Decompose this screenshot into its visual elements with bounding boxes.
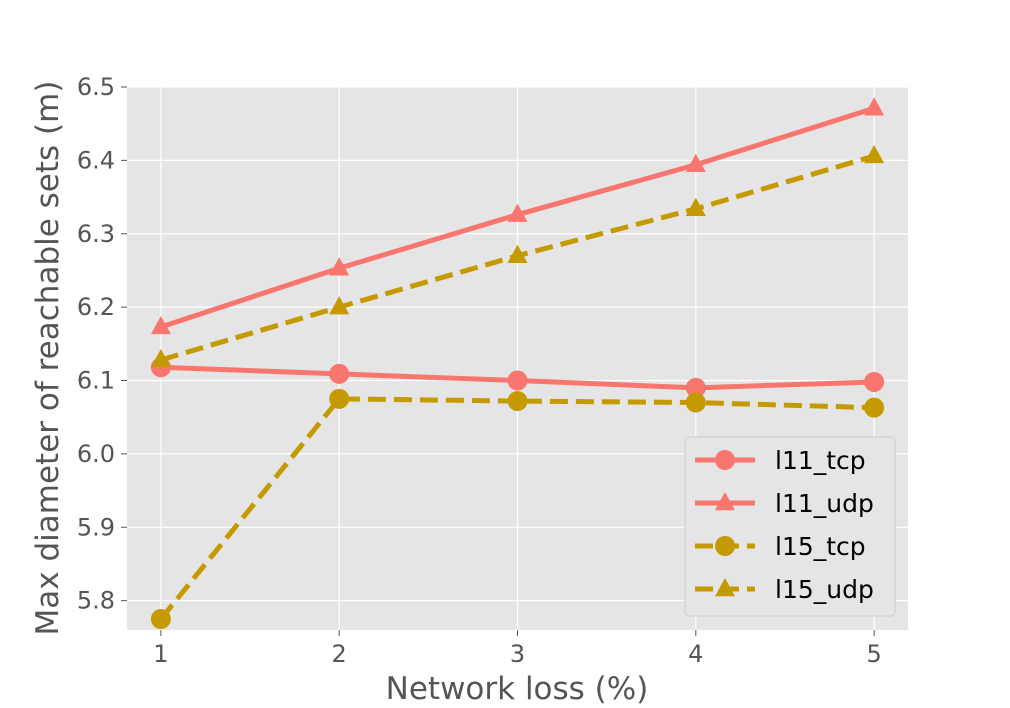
x-tick-label: 5 bbox=[866, 640, 881, 668]
data-point-l15_udp bbox=[507, 244, 528, 263]
series-line-l15_tcp bbox=[158, 396, 875, 621]
data-point-l15_tcp bbox=[150, 608, 171, 629]
data-point-l11_udp bbox=[864, 97, 885, 116]
x-tick-label: 1 bbox=[153, 640, 168, 668]
y-axis-label: Max diameter of reachable sets (m) bbox=[30, 81, 66, 636]
grid-lines bbox=[127, 86, 908, 630]
legend-label-l15_udp: l15_udp bbox=[775, 575, 874, 604]
data-point-l11_tcp bbox=[685, 377, 706, 398]
legend-label-l11_udp: l11_udp bbox=[775, 489, 874, 518]
series-layer bbox=[150, 97, 885, 629]
y-tick-label: 6.4 bbox=[77, 146, 115, 174]
series-l15_udp bbox=[150, 144, 885, 368]
data-point-l15_tcp bbox=[329, 388, 350, 409]
y-tick-label: 6.1 bbox=[77, 367, 115, 395]
y-tick-label: 5.9 bbox=[77, 513, 115, 541]
data-point-l11_tcp bbox=[329, 363, 350, 384]
x-axis-label: Network loss (%) bbox=[386, 671, 649, 707]
data-point-l15_udp bbox=[685, 197, 706, 217]
y-tick-label: 6.5 bbox=[77, 73, 115, 101]
axis-ticks: 1 2 3 4 5 5.8 5.9 6.0 6.1 6.2 6.3 6.4 6.5 bbox=[77, 73, 882, 668]
data-point-l11_tcp bbox=[864, 371, 885, 392]
y-tick-label: 6.0 bbox=[77, 440, 115, 468]
data-point-l15_udp bbox=[864, 144, 885, 164]
y-tick-label: 5.8 bbox=[77, 587, 115, 615]
legend-label-l15_tcp: l15_tcp bbox=[775, 532, 866, 561]
x-tick-label: 4 bbox=[688, 640, 703, 668]
legend-marker-l15_udp bbox=[715, 578, 735, 597]
data-point-l15_udp bbox=[150, 348, 171, 368]
series-l15_tcp bbox=[150, 388, 885, 629]
legend-marker-l11_udp bbox=[715, 492, 735, 511]
data-point-l15_tcp bbox=[507, 391, 528, 412]
x-tick-label: 3 bbox=[510, 640, 525, 668]
x-tick-label: 2 bbox=[332, 640, 347, 668]
legend-label-l11_tcp: l11_tcp bbox=[775, 446, 866, 475]
data-point-l15_tcp bbox=[864, 397, 885, 418]
legend-marker-l15_tcp bbox=[715, 536, 735, 556]
y-tick-label: 6.2 bbox=[77, 293, 115, 321]
data-point-l11_udp bbox=[150, 315, 171, 335]
y-tick-label: 6.3 bbox=[77, 220, 115, 248]
legend-box bbox=[684, 436, 896, 617]
data-point-l11_udp bbox=[329, 257, 350, 276]
series-l11_udp bbox=[150, 97, 885, 335]
legend-marker-l11_tcp bbox=[715, 450, 735, 470]
data-point-l15_udp bbox=[329, 296, 350, 315]
legend: l11_tcp l11_udp l15_tcp l15_udp bbox=[684, 436, 896, 617]
data-point-l15_tcp bbox=[685, 392, 706, 413]
data-point-l11_udp bbox=[685, 153, 706, 172]
data-point-l11_tcp bbox=[507, 370, 528, 391]
data-point-l11_udp bbox=[507, 203, 528, 222]
